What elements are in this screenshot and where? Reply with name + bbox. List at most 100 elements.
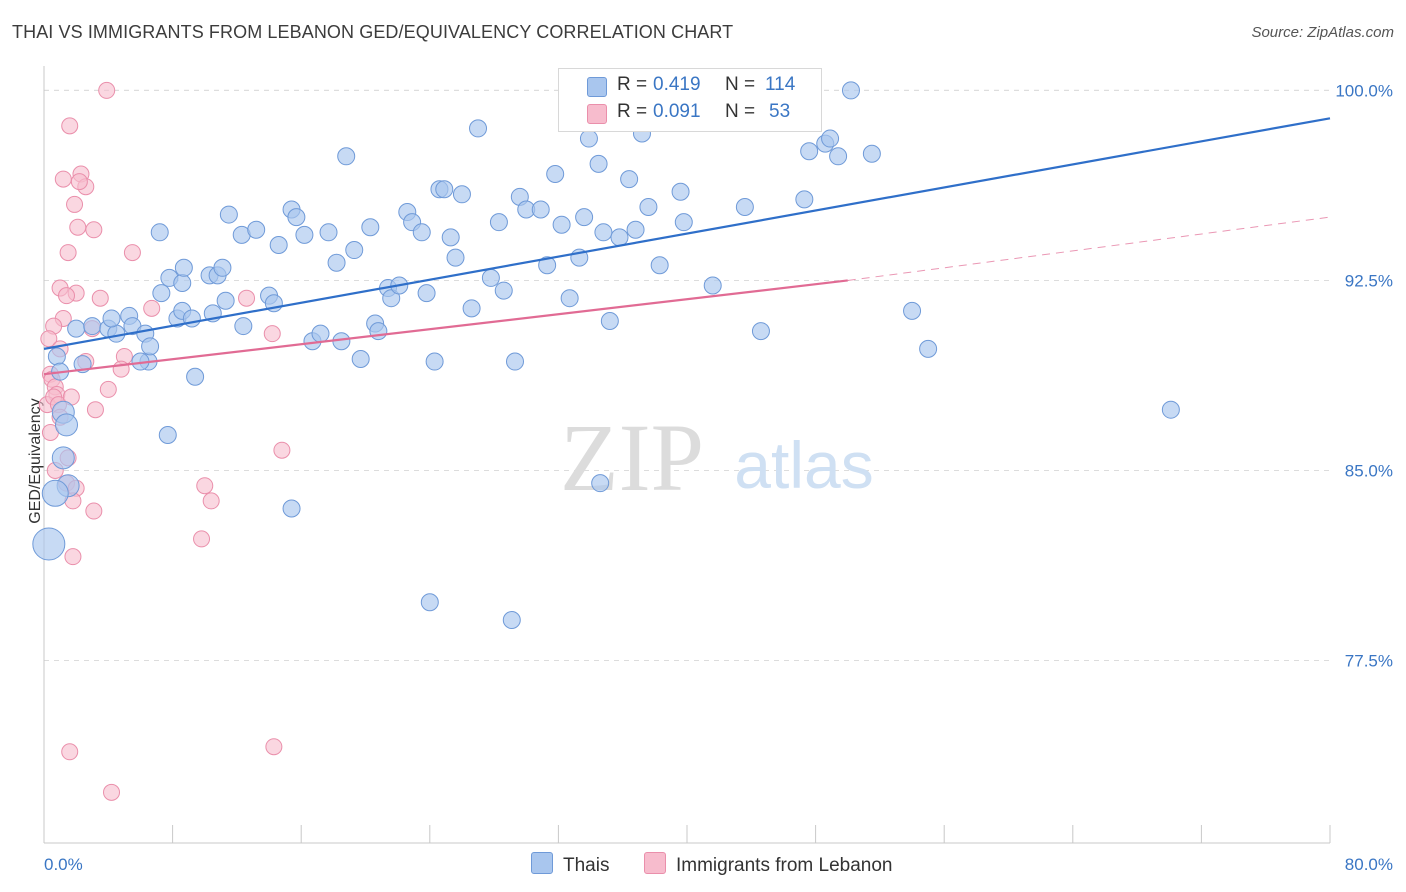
legend-n-label: N =: [725, 74, 756, 95]
thais-point: [735, 197, 754, 216]
thais-point: [102, 309, 121, 328]
thais-point: [795, 190, 814, 209]
lebanon-point: [196, 477, 214, 495]
thais-point: [452, 185, 471, 204]
thais-point: [441, 228, 460, 247]
bottom-legend-thais[interactable]: Thais: [531, 852, 609, 877]
thais-point: [219, 205, 238, 224]
thais-point: [213, 258, 232, 277]
thais-point: [345, 241, 364, 260]
lebanon-swatch: [644, 852, 666, 874]
thais-point: [903, 301, 922, 320]
y-tick-label: 100.0%: [1335, 81, 1393, 100]
thais-point: [489, 213, 508, 232]
axes: [43, 66, 1331, 844]
thais-point: [186, 367, 205, 386]
thais-point: [494, 281, 513, 300]
watermark-atlas: atlas: [734, 428, 873, 502]
thais-point: [579, 129, 598, 148]
thais-point: [626, 220, 645, 239]
thais-point: [502, 611, 521, 630]
thais-point: [32, 527, 66, 561]
y-tick-label: 85.0%: [1345, 462, 1393, 481]
thais-point: [531, 200, 550, 219]
thais-point: [158, 426, 177, 445]
thais-label: Thais: [563, 855, 610, 876]
thais-point: [435, 180, 454, 199]
watermark: ZIP atlas: [560, 404, 874, 511]
grid-lines: [44, 89, 1330, 662]
points-thais: [32, 81, 1180, 630]
thais-point: [674, 213, 693, 232]
thais-point: [67, 319, 86, 338]
thais-point: [703, 276, 722, 295]
thais-point: [841, 81, 860, 100]
thais-point: [141, 337, 160, 356]
thais-point: [650, 256, 669, 275]
lebanon-point: [61, 117, 79, 135]
legend-n-value: 53: [769, 101, 791, 122]
thais-point: [919, 339, 938, 358]
thais-point: [247, 220, 266, 239]
thais-point: [51, 446, 75, 470]
legend-n-label: N =: [725, 101, 756, 122]
bottom-legend-lebanon[interactable]: Immigrants from Lebanon: [644, 852, 893, 877]
lebanon-trend-line: [43, 279, 848, 376]
thais-point: [620, 170, 639, 189]
lebanon-point: [99, 380, 117, 398]
thais-point: [594, 223, 613, 242]
legend-r-value: 0.419: [653, 74, 701, 95]
thais-point: [671, 182, 690, 201]
thais-point: [369, 322, 388, 341]
thais-point: [591, 474, 610, 493]
thais-point: [412, 223, 431, 242]
thais-point: [361, 218, 380, 237]
thais-point: [295, 225, 314, 244]
lebanon-point: [69, 218, 87, 236]
thais-point: [546, 165, 565, 184]
thais-point: [311, 324, 330, 343]
lebanon-point: [85, 221, 103, 239]
thais-point: [589, 154, 608, 173]
thais-point: [287, 208, 306, 227]
lebanon-label: Immigrants from Lebanon: [676, 855, 893, 876]
y-tick-label: 77.5%: [1345, 652, 1393, 671]
lebanon-point: [91, 289, 109, 307]
thais-point: [800, 142, 819, 161]
source-label: Source: ZipAtlas.com: [1251, 24, 1394, 41]
thais-point: [351, 350, 370, 369]
x-tick-label: 0.0%: [44, 855, 83, 874]
thais-point: [821, 129, 840, 148]
lebanon-point: [103, 783, 121, 801]
thais-point: [575, 208, 594, 227]
thais-point: [425, 352, 444, 371]
legend-swatch-pink: [587, 104, 607, 124]
thais-point: [469, 119, 488, 138]
thais-point: [538, 256, 557, 275]
thais-point: [174, 258, 193, 277]
thais-swatch: [531, 852, 553, 874]
lebanon-point: [86, 401, 104, 419]
thais-point: [417, 284, 436, 303]
thais-point: [420, 593, 439, 612]
lebanon-point: [58, 287, 76, 305]
lebanon-point: [123, 244, 141, 262]
thais-point: [173, 273, 192, 292]
lebanon-point: [40, 330, 58, 348]
thais-point: [552, 215, 571, 234]
thais-point: [462, 299, 481, 318]
lebanon-point: [273, 441, 291, 459]
legend-row-lebanon: R = 0.091 N = 53: [559, 101, 821, 127]
thais-point: [610, 228, 629, 247]
thais-point: [639, 197, 658, 216]
lebanon-point: [70, 173, 88, 191]
lebanon-point: [265, 738, 283, 756]
thais-point: [446, 248, 465, 267]
lebanon-point: [61, 743, 79, 761]
thais-point: [41, 479, 69, 507]
lebanon-trend-extension: [847, 216, 1331, 281]
thais-point: [107, 324, 126, 343]
thais-point: [234, 317, 253, 336]
tick-labels: 77.5% 85.0% 92.5% 100.0% 0.0% 80.0%: [44, 81, 1393, 874]
